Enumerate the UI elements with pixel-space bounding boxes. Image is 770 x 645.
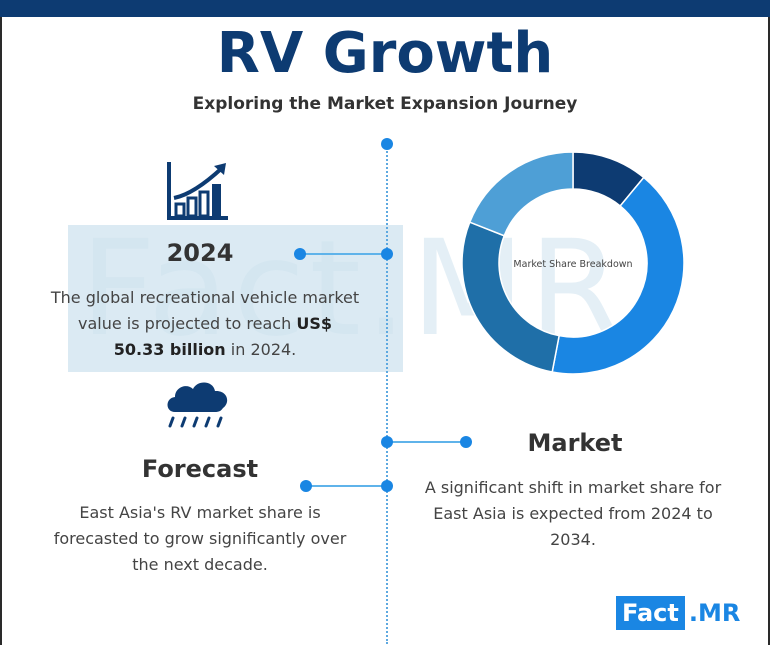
section-2024-heading: 2024 — [166, 239, 234, 267]
donut-segment-4 — [468, 151, 574, 237]
section-2024-value: US$ 50.33 billion — [113, 314, 332, 359]
logo-fact: Fact — [616, 596, 685, 630]
connector-dot-forecast — [300, 480, 312, 492]
timeline-vertical-line — [386, 144, 388, 644]
connector-2024 — [300, 253, 388, 255]
section-2024-text: The global recreational vehicle market v… — [50, 285, 360, 363]
timeline-dot-market — [381, 436, 393, 448]
bar-chart-growth-icon — [167, 162, 228, 220]
connector-forecast — [306, 485, 388, 487]
factmr-logo: Fact .MR — [616, 596, 744, 630]
frame-border-right — [768, 17, 770, 645]
donut-center-label: Market Share Breakdown — [513, 259, 632, 270]
timeline-dot-forecast — [381, 480, 393, 492]
frame-border-left — [0, 17, 2, 645]
page-title: RV Growth — [216, 21, 554, 86]
timeline-dot-top — [381, 138, 393, 150]
section-2024-text-before: The global recreational vehicle market v… — [50, 288, 360, 333]
donut-segment-3 — [461, 221, 561, 373]
rain-cloud-icon — [167, 382, 228, 428]
timeline-dot-2024 — [381, 248, 393, 260]
connector-dot-2024 — [294, 248, 306, 260]
connector-dot-market — [460, 436, 472, 448]
watermark-box — [68, 225, 403, 372]
forecast-heading: Forecast — [141, 455, 259, 483]
forecast-text: East Asia's RV market share is forecaste… — [53, 503, 347, 574]
page-subtitle: Exploring the Market Expansion Journey — [192, 94, 578, 114]
market-heading: Market — [527, 429, 623, 457]
top-bar — [0, 0, 770, 17]
donut-segment-2 — [551, 176, 685, 375]
connector-market — [388, 441, 466, 443]
section-2024-text-after: in 2024. — [230, 340, 297, 359]
market-share-donut: Market Share Breakdown — [461, 151, 685, 375]
logo-mr: .MR — [688, 599, 741, 627]
market-text: A significant shift in market share for … — [424, 478, 722, 549]
